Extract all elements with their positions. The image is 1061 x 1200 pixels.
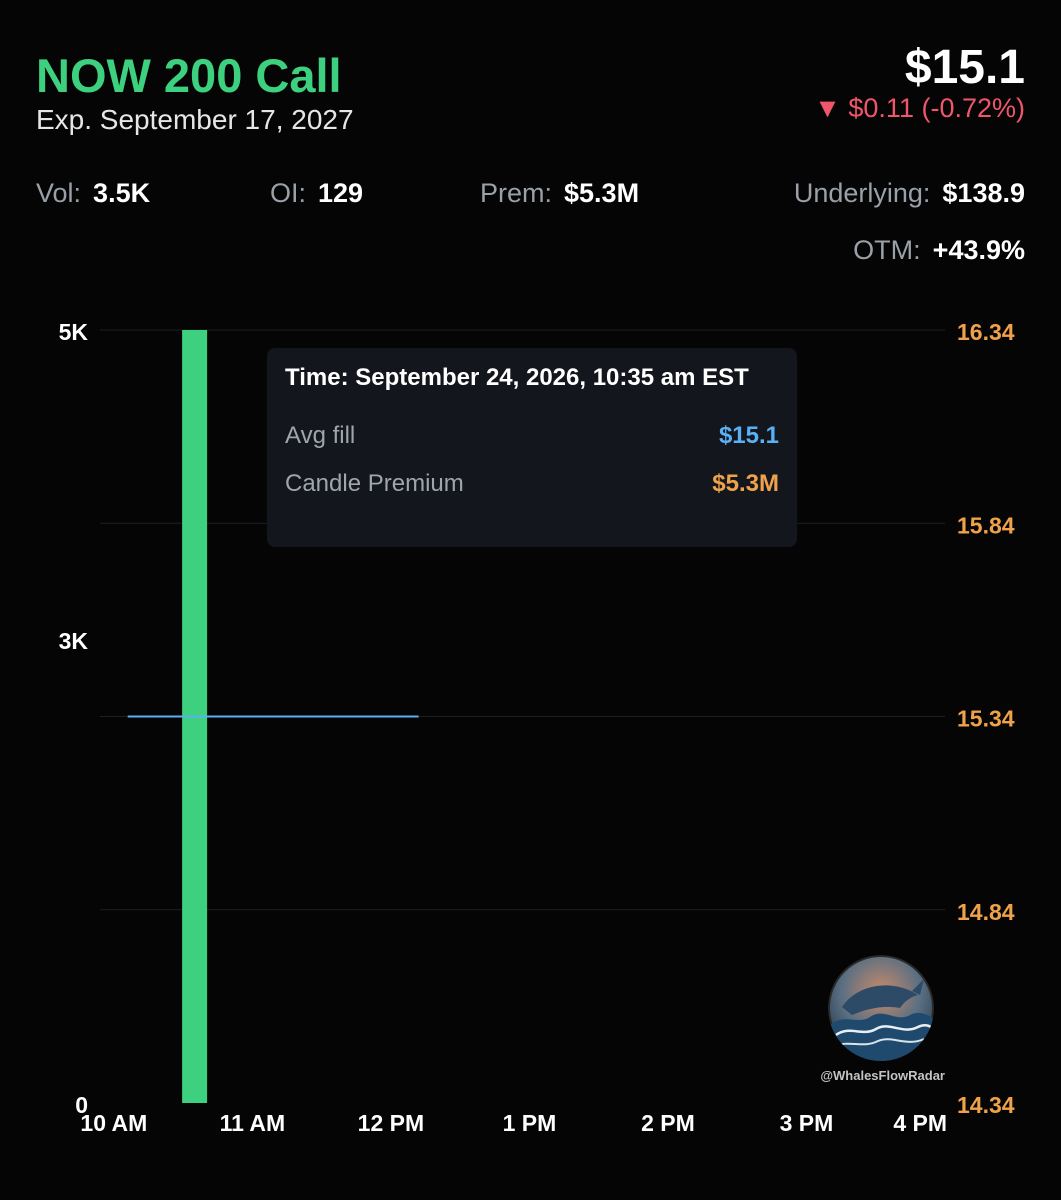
expiration-date: Exp. September 17, 2027 xyxy=(36,104,354,135)
stat-volume: Vol: 3.5K xyxy=(36,178,150,209)
volume-price-chart: 5K 3K 0 16.34 15.84 15.34 14.84 14.34 10 AM 11 … xyxy=(59,319,1015,1136)
whale-logo-icon xyxy=(828,955,934,1061)
stat-otm: OTM: +43.9% xyxy=(853,235,1025,266)
stat-volume-value: 3.5K xyxy=(93,178,151,208)
stat-underlying: Underlying: $138.9 xyxy=(794,178,1025,209)
stat-underlying-label: Underlying: xyxy=(793,178,931,208)
price-change: ▼ $0.11 (-0.72%) xyxy=(814,93,1025,123)
stat-open-interest: OI: 129 xyxy=(270,178,363,209)
x-axis-tick-label: 1 PM xyxy=(503,1110,557,1136)
watermark-handle: @WhalesFlowRadar xyxy=(820,1068,945,1083)
x-axis-tick-label: 4 PM xyxy=(893,1110,947,1136)
stat-oi-value: 129 xyxy=(318,178,364,208)
x-axis-tick-label: 2 PM xyxy=(641,1110,695,1136)
stat-underlying-value: $138.9 xyxy=(942,178,1025,208)
right-axis-ticks: 16.34 15.84 15.34 14.84 14.34 xyxy=(957,319,1015,1118)
stat-volume-label: Vol: xyxy=(36,178,82,208)
x-axis-tick-label: 10 AM xyxy=(80,1110,147,1136)
stat-premium-value: $5.3M xyxy=(564,178,640,208)
contract-title: NOW 200 Call xyxy=(36,49,342,102)
right-axis-tick-label: 16.34 xyxy=(957,319,1015,345)
tooltip-avg-fill-label: Avg fill xyxy=(285,422,356,449)
stat-premium-label: Prem: xyxy=(480,178,553,208)
right-axis-tick-label: 14.84 xyxy=(957,899,1015,925)
left-axis-tick-label: 0 xyxy=(75,1092,88,1118)
tooltip-time: Time: September 24, 2026, 10:35 am EST xyxy=(285,364,749,391)
right-axis-tick-label: 15.34 xyxy=(957,706,1015,732)
x-axis-ticks: 10 AM 11 AM 12 PM 1 PM 2 PM 3 PM 4 PM xyxy=(80,1110,947,1136)
right-axis-tick-label: 14.34 xyxy=(957,1092,1015,1118)
tooltip-premium-value: $5.3M xyxy=(712,470,779,497)
stat-oi-label: OI: xyxy=(270,178,307,208)
stat-otm-label: OTM: xyxy=(853,235,921,265)
tooltip-avg-fill-value: $15.1 xyxy=(718,422,779,449)
left-axis-tick-label: 5K xyxy=(59,319,89,345)
left-axis-tick-label: 3K xyxy=(59,628,89,654)
stat-premium: Prem: $5.3M xyxy=(480,178,639,209)
x-axis-tick-label: 12 PM xyxy=(358,1110,424,1136)
right-axis-tick-label: 15.84 xyxy=(957,512,1015,538)
tooltip-premium-label: Candle Premium xyxy=(285,470,464,497)
chart-tooltip xyxy=(267,348,797,547)
stat-otm-value: +43.9% xyxy=(932,235,1025,265)
x-axis-tick-label: 3 PM xyxy=(780,1110,834,1136)
x-axis-tick-label: 11 AM xyxy=(220,1110,286,1136)
option-price: $15.1 xyxy=(904,41,1025,94)
left-axis-ticks: 5K 3K 0 xyxy=(59,319,89,1118)
